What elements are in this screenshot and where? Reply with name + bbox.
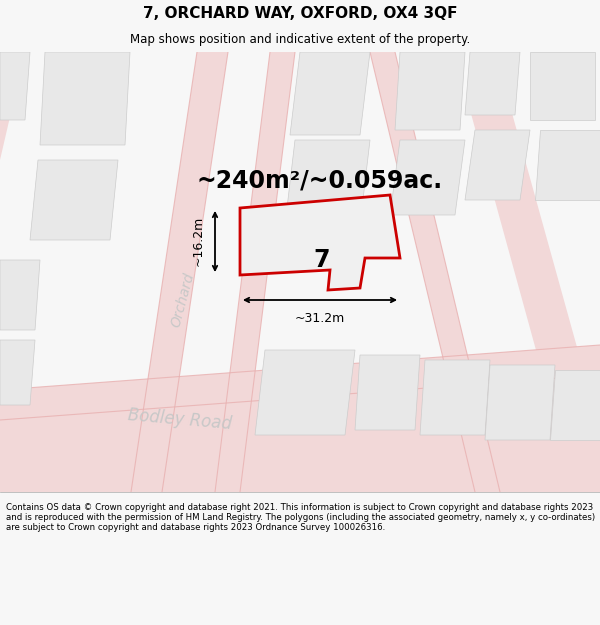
Polygon shape (0, 345, 600, 492)
Polygon shape (485, 365, 555, 440)
Polygon shape (465, 130, 530, 200)
Text: ~31.2m: ~31.2m (295, 312, 345, 325)
Polygon shape (550, 370, 600, 440)
Text: Bodley Road: Bodley Road (127, 406, 233, 434)
Polygon shape (530, 52, 595, 120)
Polygon shape (535, 130, 600, 200)
Polygon shape (290, 52, 370, 135)
Polygon shape (0, 52, 30, 120)
Text: Contains OS data © Crown copyright and database right 2021. This information is : Contains OS data © Crown copyright and d… (6, 503, 595, 532)
Polygon shape (0, 52, 25, 160)
Polygon shape (390, 140, 465, 215)
Polygon shape (285, 140, 370, 225)
Polygon shape (40, 52, 130, 145)
Text: Orchard: Orchard (169, 271, 197, 329)
Polygon shape (131, 52, 228, 492)
Polygon shape (30, 160, 118, 240)
Text: 7: 7 (313, 248, 330, 272)
Polygon shape (0, 260, 40, 330)
Polygon shape (370, 52, 500, 492)
Text: ~16.2m: ~16.2m (192, 216, 205, 266)
Polygon shape (470, 52, 600, 492)
Polygon shape (355, 355, 420, 430)
Text: ~240m²/~0.059ac.: ~240m²/~0.059ac. (197, 168, 443, 192)
Polygon shape (420, 360, 490, 435)
Polygon shape (255, 350, 355, 435)
Polygon shape (240, 195, 400, 290)
Text: 7, ORCHARD WAY, OXFORD, OX4 3QF: 7, ORCHARD WAY, OXFORD, OX4 3QF (143, 6, 457, 21)
Polygon shape (215, 52, 295, 492)
Polygon shape (395, 52, 465, 130)
Polygon shape (465, 52, 520, 115)
Polygon shape (0, 340, 35, 405)
Text: Map shows position and indicative extent of the property.: Map shows position and indicative extent… (130, 32, 470, 46)
